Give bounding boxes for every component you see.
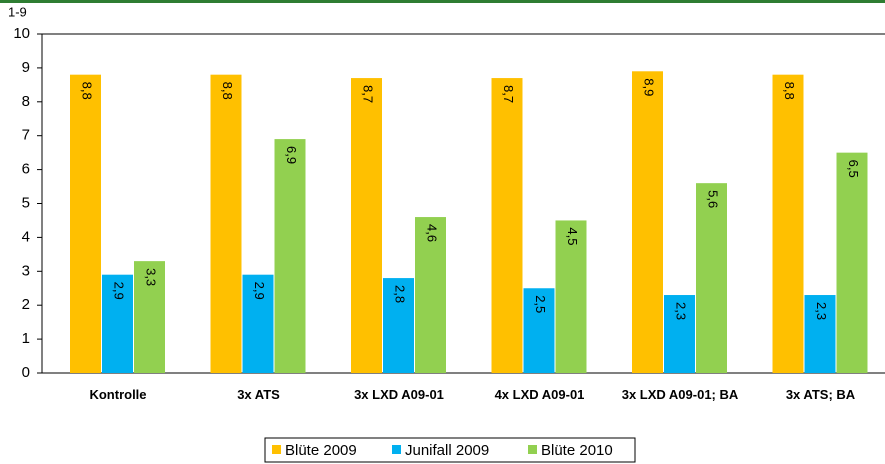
bar: [632, 71, 663, 373]
bar: [523, 288, 555, 373]
value-label: 2,3: [674, 302, 689, 320]
value-label: 6,5: [846, 160, 861, 178]
y-tick-label: 9: [22, 59, 30, 76]
legend-swatch: [392, 445, 401, 454]
bar: [242, 274, 274, 373]
legend-label: Blüte 2009: [285, 442, 357, 459]
top-bar: [0, 0, 885, 3]
y-tick-label: 1: [22, 330, 30, 347]
value-label: 8,8: [782, 82, 797, 100]
bar: [383, 278, 414, 373]
value-label: 8,8: [80, 82, 95, 100]
legend-label: Blüte 2010: [541, 442, 613, 459]
y-axis-label: 1-9: [8, 4, 27, 19]
bar: [274, 139, 306, 373]
bar: [415, 217, 446, 373]
y-tick-label: 4: [22, 228, 30, 245]
y-tick-label: 7: [22, 127, 30, 144]
value-label: 2,8: [393, 285, 408, 303]
value-label: 4,5: [565, 227, 580, 245]
bar: [491, 78, 523, 373]
value-label: 8,7: [501, 85, 516, 103]
value-label: 8,8: [220, 82, 235, 100]
x-tick-label: 3x ATS: [237, 387, 280, 402]
x-tick-label: 3x ATS; BA: [785, 387, 856, 402]
value-label: 8,9: [642, 78, 657, 96]
bar: [70, 74, 101, 374]
y-tick-label: 10: [13, 25, 30, 42]
bar: [696, 183, 727, 373]
x-tick-label: 3x LXD A09-01; BA: [621, 387, 739, 402]
y-tick-label: 8: [22, 93, 30, 110]
bar: [664, 295, 695, 373]
bar: [836, 152, 868, 373]
legend-swatch: [272, 445, 281, 454]
bar: [102, 274, 133, 373]
value-label: 5,6: [706, 190, 721, 208]
value-label: 8,7: [361, 85, 376, 103]
value-label: 3,3: [144, 268, 159, 286]
x-tick-label: 4x LXD A09-01: [494, 387, 585, 402]
legend-box: [264, 437, 636, 463]
y-tick-label: 6: [22, 161, 30, 178]
bar: [804, 295, 836, 373]
y-tick-label: 0: [22, 364, 30, 381]
bar: [210, 74, 242, 374]
bar: [134, 261, 165, 373]
value-label: 6,9: [284, 146, 299, 164]
legend-label: Junifall 2009: [405, 442, 489, 459]
x-tick-label: 3x LXD A09-01: [354, 387, 444, 402]
value-label: 2,9: [252, 282, 267, 300]
bar: [351, 78, 382, 373]
legend-swatch: [528, 445, 537, 454]
x-tick-label: Kontrolle: [89, 387, 147, 402]
bar: [772, 74, 804, 374]
value-label: 2,3: [814, 302, 829, 320]
value-label: 2,5: [533, 295, 548, 313]
y-tick-label: 5: [22, 194, 30, 211]
bar: [555, 220, 587, 373]
value-label: 4,6: [425, 224, 440, 242]
value-label: 2,9: [112, 282, 127, 300]
y-tick-label: 3: [22, 262, 30, 279]
y-tick-label: 2: [22, 296, 30, 313]
